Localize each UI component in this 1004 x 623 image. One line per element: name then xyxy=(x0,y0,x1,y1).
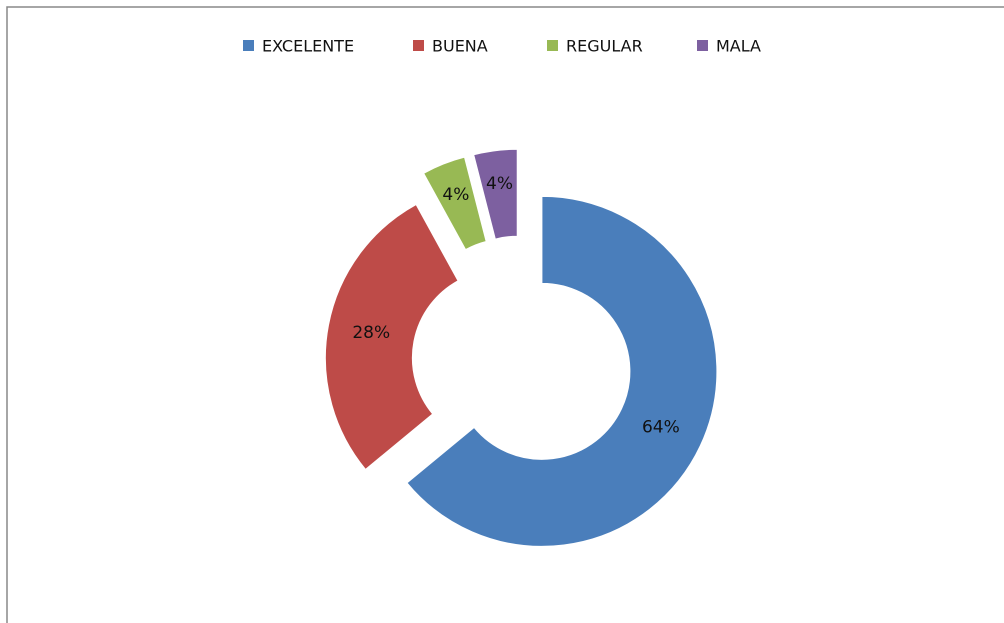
donut-slice xyxy=(406,195,718,547)
data-label: 4% xyxy=(486,174,513,194)
donut-slice xyxy=(324,203,459,471)
legend-label: EXCELENTE xyxy=(262,37,354,56)
donut-slice xyxy=(473,148,518,240)
legend-label: REGULAR xyxy=(566,37,643,56)
legend-swatch xyxy=(243,40,254,51)
legend-label: MALA xyxy=(716,37,761,56)
legend-swatch xyxy=(547,40,558,51)
legend-label: BUENA xyxy=(432,37,488,56)
data-label: 4% xyxy=(442,185,469,205)
data-label: 28% xyxy=(352,323,390,343)
data-label: 64% xyxy=(642,417,680,437)
donut-slice xyxy=(423,156,487,251)
legend-swatch xyxy=(697,40,708,51)
legend-swatch xyxy=(413,40,424,51)
